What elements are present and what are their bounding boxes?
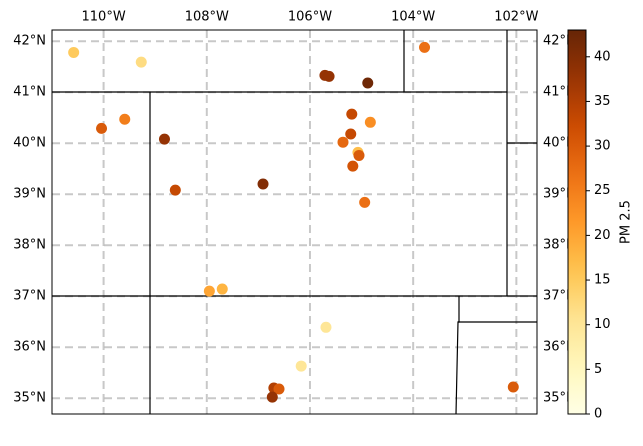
colorbar-tick-label: 10 — [594, 317, 611, 332]
colorbar-label: PM 2.5 — [619, 200, 634, 244]
point — [266, 391, 278, 403]
border — [455, 296, 460, 414]
colorbar-tick-label: 20 — [594, 228, 611, 243]
point — [169, 184, 181, 196]
point — [323, 70, 335, 82]
point — [68, 46, 80, 58]
colorbar-tick-label: 0 — [594, 407, 602, 422]
point — [364, 116, 376, 128]
colorbar — [567, 29, 587, 415]
colorbar-tick-label: 25 — [594, 183, 611, 198]
point — [362, 77, 374, 89]
y-tick-label: 42°N — [13, 34, 46, 49]
point — [346, 108, 358, 120]
x-tick-label: 102°W — [494, 10, 538, 25]
point — [257, 178, 269, 190]
colorbar-tick-label: 35 — [594, 94, 611, 109]
x-tick-label: 108°W — [185, 10, 229, 25]
point — [345, 128, 357, 140]
point — [135, 56, 147, 68]
point — [353, 149, 365, 161]
point — [337, 136, 349, 148]
y-tick-label: 41°N — [13, 85, 46, 100]
point — [347, 160, 359, 172]
y-tick-label: 40°N — [13, 136, 46, 151]
grid — [52, 30, 537, 414]
points — [68, 41, 519, 403]
y-tick-label: 35°N — [13, 391, 46, 406]
colorbar-axis: 0 5 10 15 20 25 30 35 40 — [586, 49, 611, 422]
y-tick-label: 37°N — [13, 289, 46, 304]
colorbar-tick-label: 5 — [594, 362, 602, 377]
y-tick-label: 39°N — [13, 187, 46, 202]
y-tick-label: 36°N — [13, 340, 46, 355]
colorbar-tick-label: 40 — [594, 49, 611, 64]
colorbar-tick-label: 15 — [594, 273, 611, 288]
point — [295, 360, 307, 372]
point — [203, 285, 215, 297]
point — [359, 196, 371, 208]
point — [273, 383, 285, 395]
map-frame — [51, 29, 538, 415]
colorbar-tick-label: 30 — [594, 139, 611, 154]
state-borders — [52, 30, 537, 414]
point — [419, 41, 431, 53]
point — [216, 283, 228, 295]
x-tick-label: 110°W — [82, 10, 126, 25]
point — [507, 381, 519, 393]
y-tick-label: 38°N — [13, 238, 46, 253]
point — [320, 321, 332, 333]
point — [158, 133, 170, 145]
point — [119, 113, 131, 125]
colorbar-bg — [586, 0, 643, 446]
point — [96, 122, 108, 134]
x-tick-label: 106°W — [288, 10, 332, 25]
x-tick-label: 104°W — [391, 10, 435, 25]
